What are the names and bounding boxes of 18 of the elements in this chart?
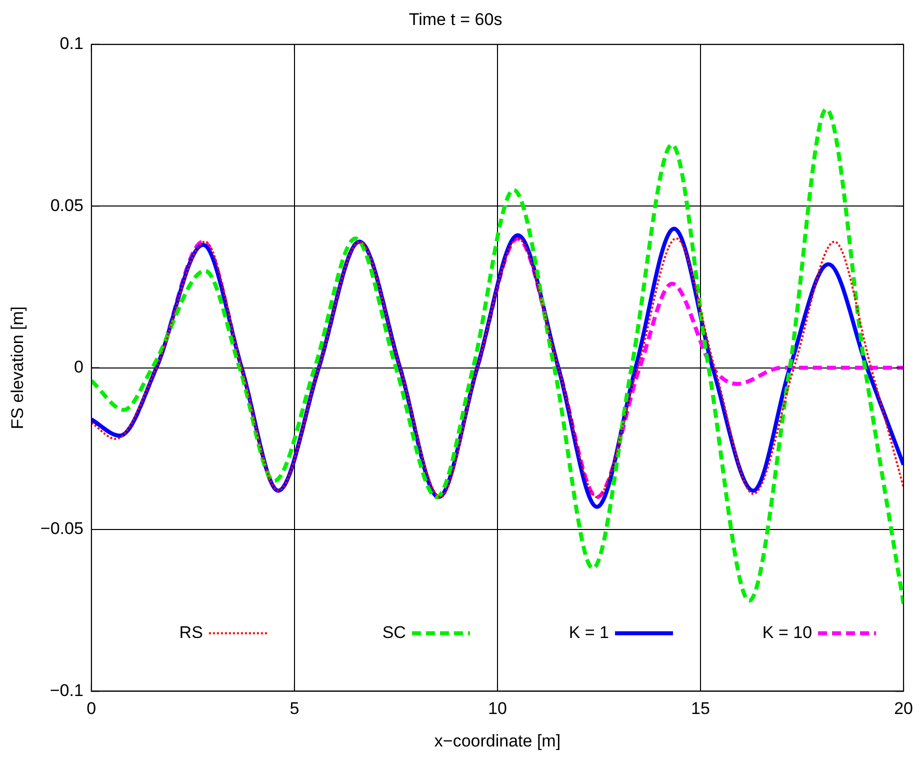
y-axis-title: FS elevation [m] (8, 306, 27, 430)
x-tick-label: 0 (86, 699, 96, 718)
y-tick-label: 0.1 (60, 34, 84, 54)
y-tick-label: 0.05 (50, 196, 84, 215)
line-series (91, 107, 904, 606)
y-tick-label: −0.05 (40, 519, 84, 538)
x-tick-label: 15 (691, 699, 710, 718)
chart-title: Time t = 60s (408, 10, 502, 29)
x-tick-label: 5 (290, 699, 300, 718)
x-tick-label: 10 (488, 699, 507, 718)
y-tick-label: −0.1 (50, 680, 84, 700)
x-tick-label: 20 (894, 699, 914, 718)
legend-label: RS (179, 622, 203, 642)
legend-label: SC (382, 622, 406, 642)
y-tick-label: 0 (74, 357, 84, 376)
legend-label: K = 10 (762, 622, 812, 642)
x-axis-title: x−coordinate [m] (434, 731, 561, 750)
legend-label: K = 1 (568, 622, 609, 642)
